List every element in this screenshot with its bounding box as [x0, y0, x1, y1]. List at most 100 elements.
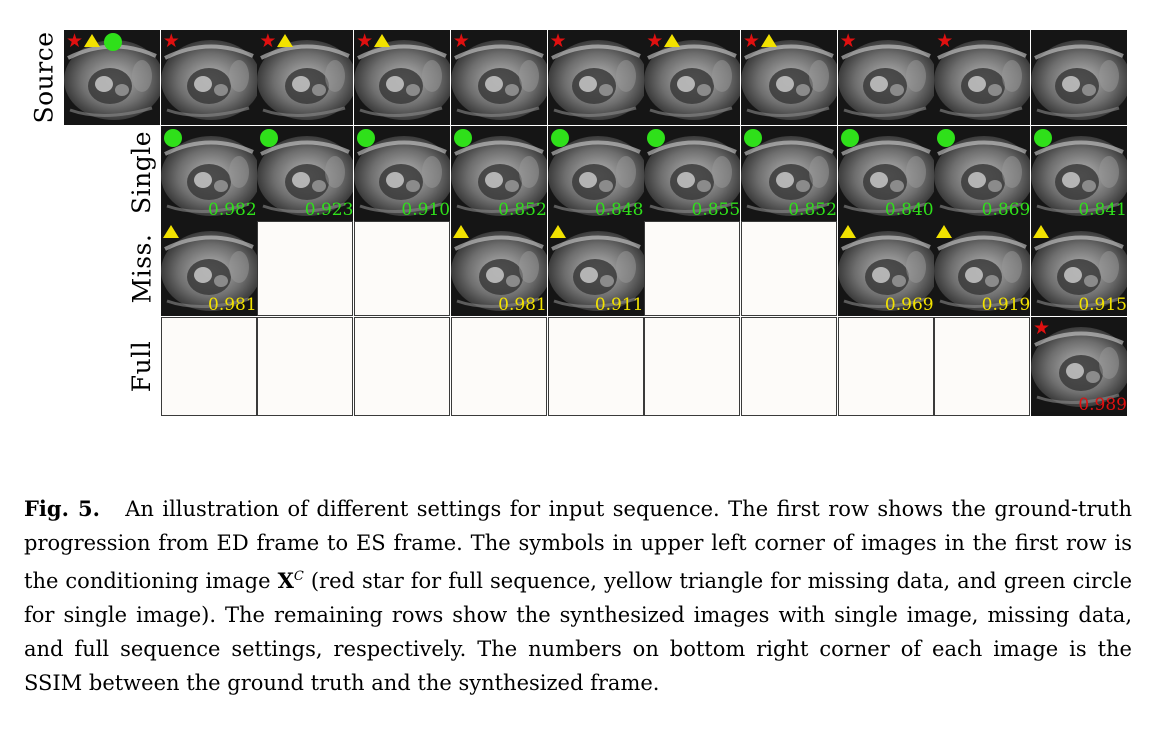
- mri-slice-image: [1031, 316, 1127, 412]
- mri-slice-image: [160, 125, 257, 221]
- source-frame-5: ★: [450, 30, 547, 125]
- green-circle-icon: [647, 128, 666, 147]
- full-frame-6: [644, 316, 741, 416]
- missing-frame-5: 0.911: [547, 221, 644, 316]
- source-frame-10: ★: [934, 30, 1031, 125]
- source-frame-8: ★: [740, 30, 837, 125]
- mri-slice-image: [547, 30, 644, 125]
- single-frame-3: 0.910: [354, 125, 451, 221]
- ssim-value: 0.841: [1078, 199, 1127, 220]
- yellow-triangle-icon: [84, 34, 100, 47]
- full-frame-7: [740, 316, 837, 416]
- ssim-value: 0.869: [981, 199, 1031, 220]
- green-circle-icon: [357, 128, 376, 147]
- yellow-triangle-icon: [452, 225, 469, 238]
- red-star-icon: ★: [66, 30, 84, 52]
- figure: Source Single Miss. Full ★ ★ ★ ★ ★ ★ ★ ★ ★ ★ 0.982…: [30, 30, 1127, 416]
- source-frame-6: ★: [547, 30, 644, 125]
- single-frame-9: 0.869: [934, 125, 1031, 221]
- caption-text-2: (red star for full sequence, yellow tria…: [24, 569, 1132, 695]
- ssim-value: 0.915: [1078, 295, 1127, 315]
- ssim-value: 0.855: [691, 199, 741, 220]
- caption-label: Fig. 5.: [24, 496, 100, 521]
- single-frame-6: 0.855: [644, 125, 741, 221]
- green-circle-icon: [743, 128, 762, 147]
- green-circle-icon: [550, 128, 569, 147]
- red-star-icon: ★: [356, 30, 374, 52]
- ssim-value: 0.840: [884, 199, 934, 220]
- yellow-triangle-icon: [936, 225, 953, 238]
- ssim-value: 0.969: [884, 295, 934, 315]
- missing-frame-10: 0.915: [1031, 221, 1127, 316]
- source-frame-3: ★: [257, 30, 354, 125]
- missing-frame-7: [740, 221, 837, 316]
- red-star-icon: ★: [742, 30, 760, 52]
- mri-slice-image: [160, 221, 257, 316]
- ssim-value: 0.923: [304, 199, 354, 220]
- missing-frame-1: 0.981: [160, 221, 257, 316]
- full-frame-10: ★ 0.989: [1031, 316, 1127, 416]
- red-star-icon: ★: [259, 30, 277, 52]
- mri-slice-image: [644, 125, 741, 221]
- mri-slice-image: [1031, 125, 1127, 221]
- ssim-value: 0.910: [401, 199, 451, 220]
- ssim-value: 0.989: [1078, 394, 1127, 415]
- mri-slice-image: [354, 125, 451, 221]
- green-circle-icon: [104, 33, 122, 51]
- single-frame-8: 0.840: [837, 125, 934, 221]
- mri-slice-image: [160, 30, 257, 125]
- mri-slice-image: [450, 30, 547, 125]
- mri-slice-image: [740, 30, 837, 125]
- mri-slice-image: [547, 125, 644, 221]
- source-frame-11: [1031, 30, 1127, 125]
- caption-text-1: An illustration of different settings fo…: [24, 497, 1133, 593]
- red-star-icon: ★: [839, 30, 857, 52]
- full-frame-5: [547, 316, 644, 416]
- mri-slice-image: [934, 221, 1031, 316]
- yellow-triangle-icon: [1033, 225, 1049, 238]
- missing-frame-4: 0.981: [450, 221, 547, 316]
- mri-slice-image: [837, 30, 934, 125]
- full-frame-9: [934, 316, 1031, 416]
- ssim-value: 0.848: [594, 199, 644, 220]
- green-circle-icon: [163, 128, 182, 147]
- red-star-icon: ★: [452, 30, 470, 52]
- red-star-icon: ★: [549, 30, 567, 52]
- ssim-value: 0.911: [594, 295, 644, 315]
- missing-frame-6: [644, 221, 741, 316]
- single-frame-2: 0.923: [257, 125, 354, 221]
- single-frame-5: 0.848: [547, 125, 644, 221]
- ssim-value: 0.981: [208, 295, 257, 315]
- single-frame-10: 0.841: [1031, 125, 1127, 221]
- yellow-triangle-icon: [374, 34, 391, 47]
- conditioning-image-symbol: XC: [277, 568, 304, 593]
- red-star-icon: ★: [1033, 316, 1051, 339]
- source-frame-4: ★: [354, 30, 451, 125]
- ssim-value: 0.852: [788, 199, 837, 220]
- red-star-icon: ★: [162, 30, 180, 52]
- source-frame-9: ★: [837, 30, 934, 125]
- source-frame-2: ★: [160, 30, 257, 125]
- full-frame-4: [450, 316, 547, 416]
- source-frame-1: ★: [64, 30, 160, 125]
- ssim-value: 0.981: [498, 295, 547, 315]
- full-frame-2: [257, 316, 354, 416]
- mri-slice-image: [837, 125, 934, 221]
- yellow-triangle-icon: [839, 225, 856, 238]
- green-circle-icon: [260, 128, 279, 147]
- mri-slice-image: [547, 221, 644, 316]
- yellow-triangle-icon: [664, 34, 681, 47]
- red-star-icon: ★: [646, 30, 664, 52]
- figure-caption: Fig. 5. An illustration of different set…: [24, 492, 1132, 700]
- mri-slice-image: [64, 30, 160, 125]
- missing-frame-2: [257, 221, 354, 316]
- mri-slice-image: [354, 30, 451, 125]
- single-frame-1: 0.982: [160, 125, 257, 221]
- yellow-triangle-icon: [549, 225, 566, 238]
- single-frame-7: 0.852: [740, 125, 837, 221]
- yellow-triangle-icon: [162, 225, 179, 238]
- ssim-value: 0.982: [208, 199, 257, 220]
- source-frame-7: ★: [644, 30, 741, 125]
- ssim-value: 0.919: [981, 295, 1031, 315]
- yellow-triangle-icon: [277, 34, 294, 47]
